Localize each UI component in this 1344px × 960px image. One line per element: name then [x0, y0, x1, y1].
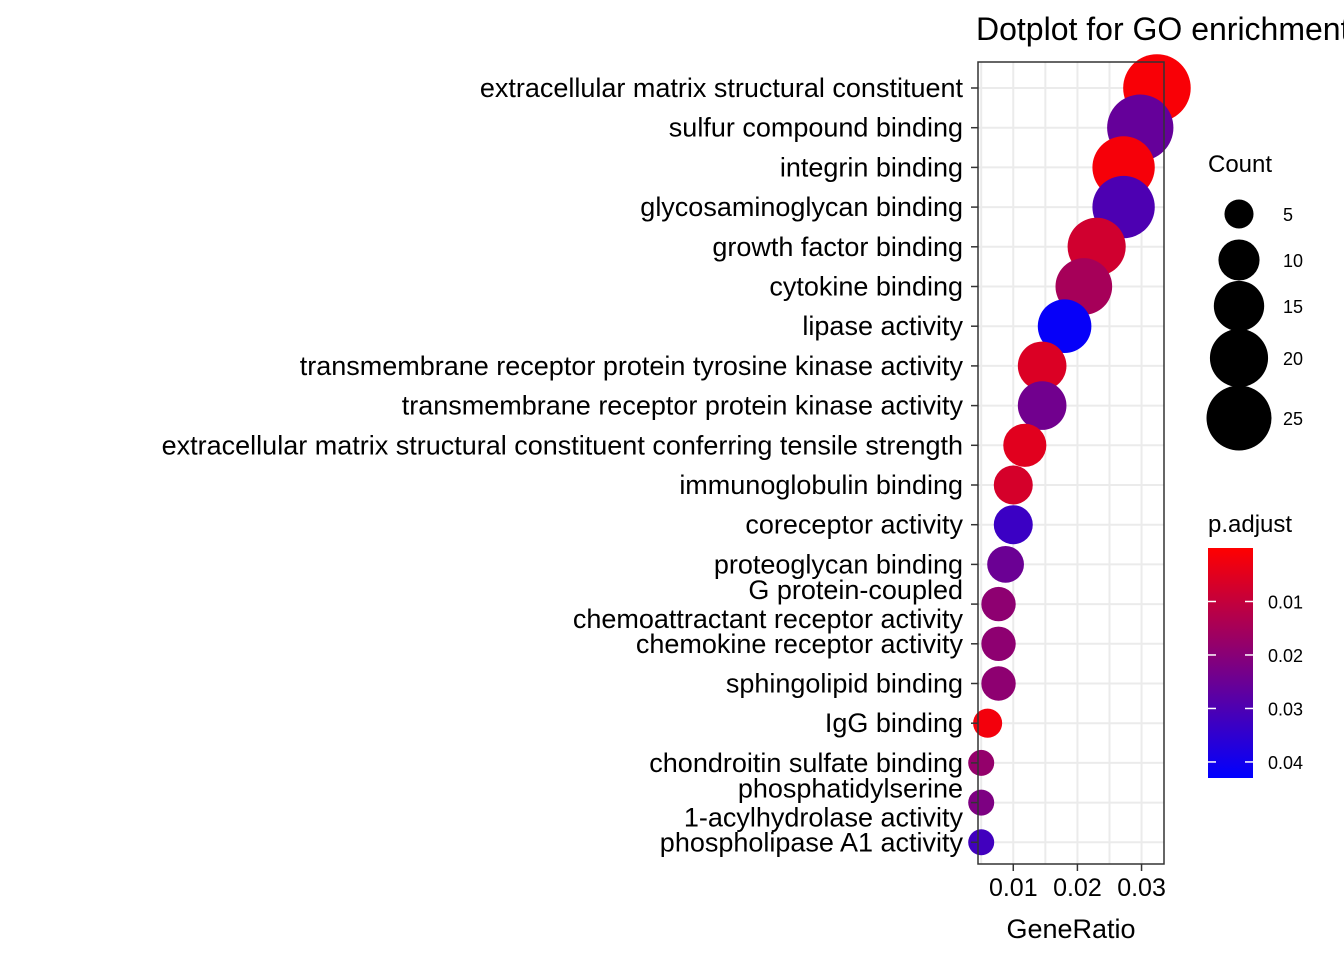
p-adjust-legend-label: 0.03: [1268, 699, 1303, 719]
category-label-line: coreceptor activity: [745, 510, 963, 540]
category-label: transmembrane receptor protein kinase ac…: [402, 391, 964, 421]
category-label-line: G protein-coupled: [748, 575, 963, 605]
category-label-line: chemoattractant receptor activity: [573, 604, 964, 634]
category-label-line: chondroitin sulfate binding: [649, 748, 963, 778]
category-label-line: glycosaminoglycan binding: [640, 192, 963, 222]
category-label: IgG binding: [825, 708, 963, 738]
panel-border: [977, 61, 1165, 865]
category-label: lipase activity: [802, 311, 963, 341]
count-legend-dot: [1213, 280, 1265, 332]
count-legend-label: 10: [1283, 251, 1303, 271]
category-label: immunoglobulin binding: [679, 470, 963, 500]
p-adjust-legend-label: 0.04: [1268, 753, 1303, 773]
data-point: [981, 586, 1016, 622]
data-point: [981, 666, 1016, 701]
category-label-line: sulfur compound binding: [669, 113, 963, 143]
data-point: [973, 708, 1003, 738]
category-label: chemokine receptor activity: [636, 629, 964, 659]
category-label-line: sphingolipid binding: [726, 669, 963, 699]
category-label-line: chemokine receptor activity: [636, 629, 964, 659]
p-adjust-legend-label: 0.01: [1268, 592, 1303, 612]
x-axis-title: GeneRatio: [1006, 914, 1135, 944]
category-label-line: proteoglycan binding: [714, 549, 963, 579]
data-point: [1003, 423, 1047, 467]
category-label: sphingolipid binding: [726, 669, 963, 699]
category-label: phosphatidylserine 1-acylhydrolase activi…: [684, 774, 964, 833]
data-point: [993, 505, 1033, 545]
count-legend-label: 15: [1283, 297, 1303, 317]
count-legend-label: 5: [1283, 205, 1293, 225]
data-point: [987, 546, 1024, 583]
category-label-line: IgG binding: [825, 708, 963, 738]
count-legend-dot: [1206, 385, 1272, 451]
point-layer: [968, 54, 1191, 856]
data-point: [1017, 341, 1067, 391]
count-legend: Count 5 10 15 20 25: [1206, 151, 1303, 451]
count-legend-dot: [1224, 199, 1254, 229]
count-legend-label: 20: [1283, 349, 1303, 369]
category-label-line: transmembrane receptor protein tyrosine …: [300, 351, 964, 381]
category-label-line: transmembrane receptor protein kinase ac…: [402, 391, 964, 421]
category-label: extracellular matrix structural constitu…: [480, 73, 964, 103]
data-point: [968, 829, 995, 856]
data-point: [968, 789, 995, 816]
p-adjust-legend-label: 0.02: [1268, 646, 1303, 666]
data-point: [993, 465, 1033, 505]
category-label-line: lipase activity: [802, 311, 963, 341]
category-label: cytokine binding: [769, 272, 963, 302]
data-point: [1037, 299, 1092, 354]
category-label: chondroitin sulfate binding: [649, 748, 963, 778]
category-label: phospholipase A1 activity: [660, 827, 964, 857]
category-label-line: immunoglobulin binding: [679, 470, 963, 500]
category-label: coreceptor activity: [745, 510, 963, 540]
category-label: growth factor binding: [712, 232, 963, 262]
p-adjust-legend-title: p.adjust: [1208, 511, 1292, 538]
category-label-line: growth factor binding: [712, 232, 963, 262]
chart-title: Dotplot for GO enrichment: [976, 11, 1344, 47]
x-tick-label: 0.02: [1053, 874, 1102, 902]
category-label: glycosaminoglycan binding: [640, 192, 963, 222]
category-label-line: 1-acylhydrolase activity: [684, 803, 964, 833]
data-point: [968, 749, 995, 776]
count-legend-label: 25: [1283, 409, 1303, 429]
category-label: sulfur compound binding: [669, 113, 963, 143]
data-point: [1017, 381, 1067, 430]
x-tick-label: 0.01: [989, 874, 1038, 902]
category-label: integrin binding: [780, 152, 963, 182]
x-tick-label: 0.03: [1117, 874, 1166, 902]
category-label-line: extracellular matrix structural constitu…: [162, 430, 963, 460]
category-label: proteoglycan binding: [714, 549, 963, 579]
count-legend-title: Count: [1208, 151, 1272, 178]
category-label: extracellular matrix structural constitu…: [162, 430, 963, 460]
category-label-line: integrin binding: [780, 152, 963, 182]
category-label-line: extracellular matrix structural constitu…: [480, 73, 964, 103]
count-legend-dot: [1218, 239, 1260, 281]
x-axis: 0.01 0.02 0.03: [989, 864, 1166, 902]
category-label-line: phosphatidylserine: [738, 774, 963, 804]
p-adjust-colorbar: [1208, 548, 1253, 778]
p-adjust-legend: p.adjust 0.01 0.02 0.03 0.04: [1208, 511, 1303, 778]
category-label-line: phospholipase A1 activity: [660, 827, 964, 857]
category-label: transmembrane receptor protein tyrosine …: [300, 351, 964, 381]
category-label-line: cytokine binding: [769, 272, 963, 302]
category-label: G protein-coupled chemoattractant recepto…: [573, 575, 964, 634]
count-legend-dot: [1209, 328, 1269, 388]
data-point: [981, 626, 1016, 661]
y-axis: extracellular matrix structural constitu…: [162, 73, 978, 857]
